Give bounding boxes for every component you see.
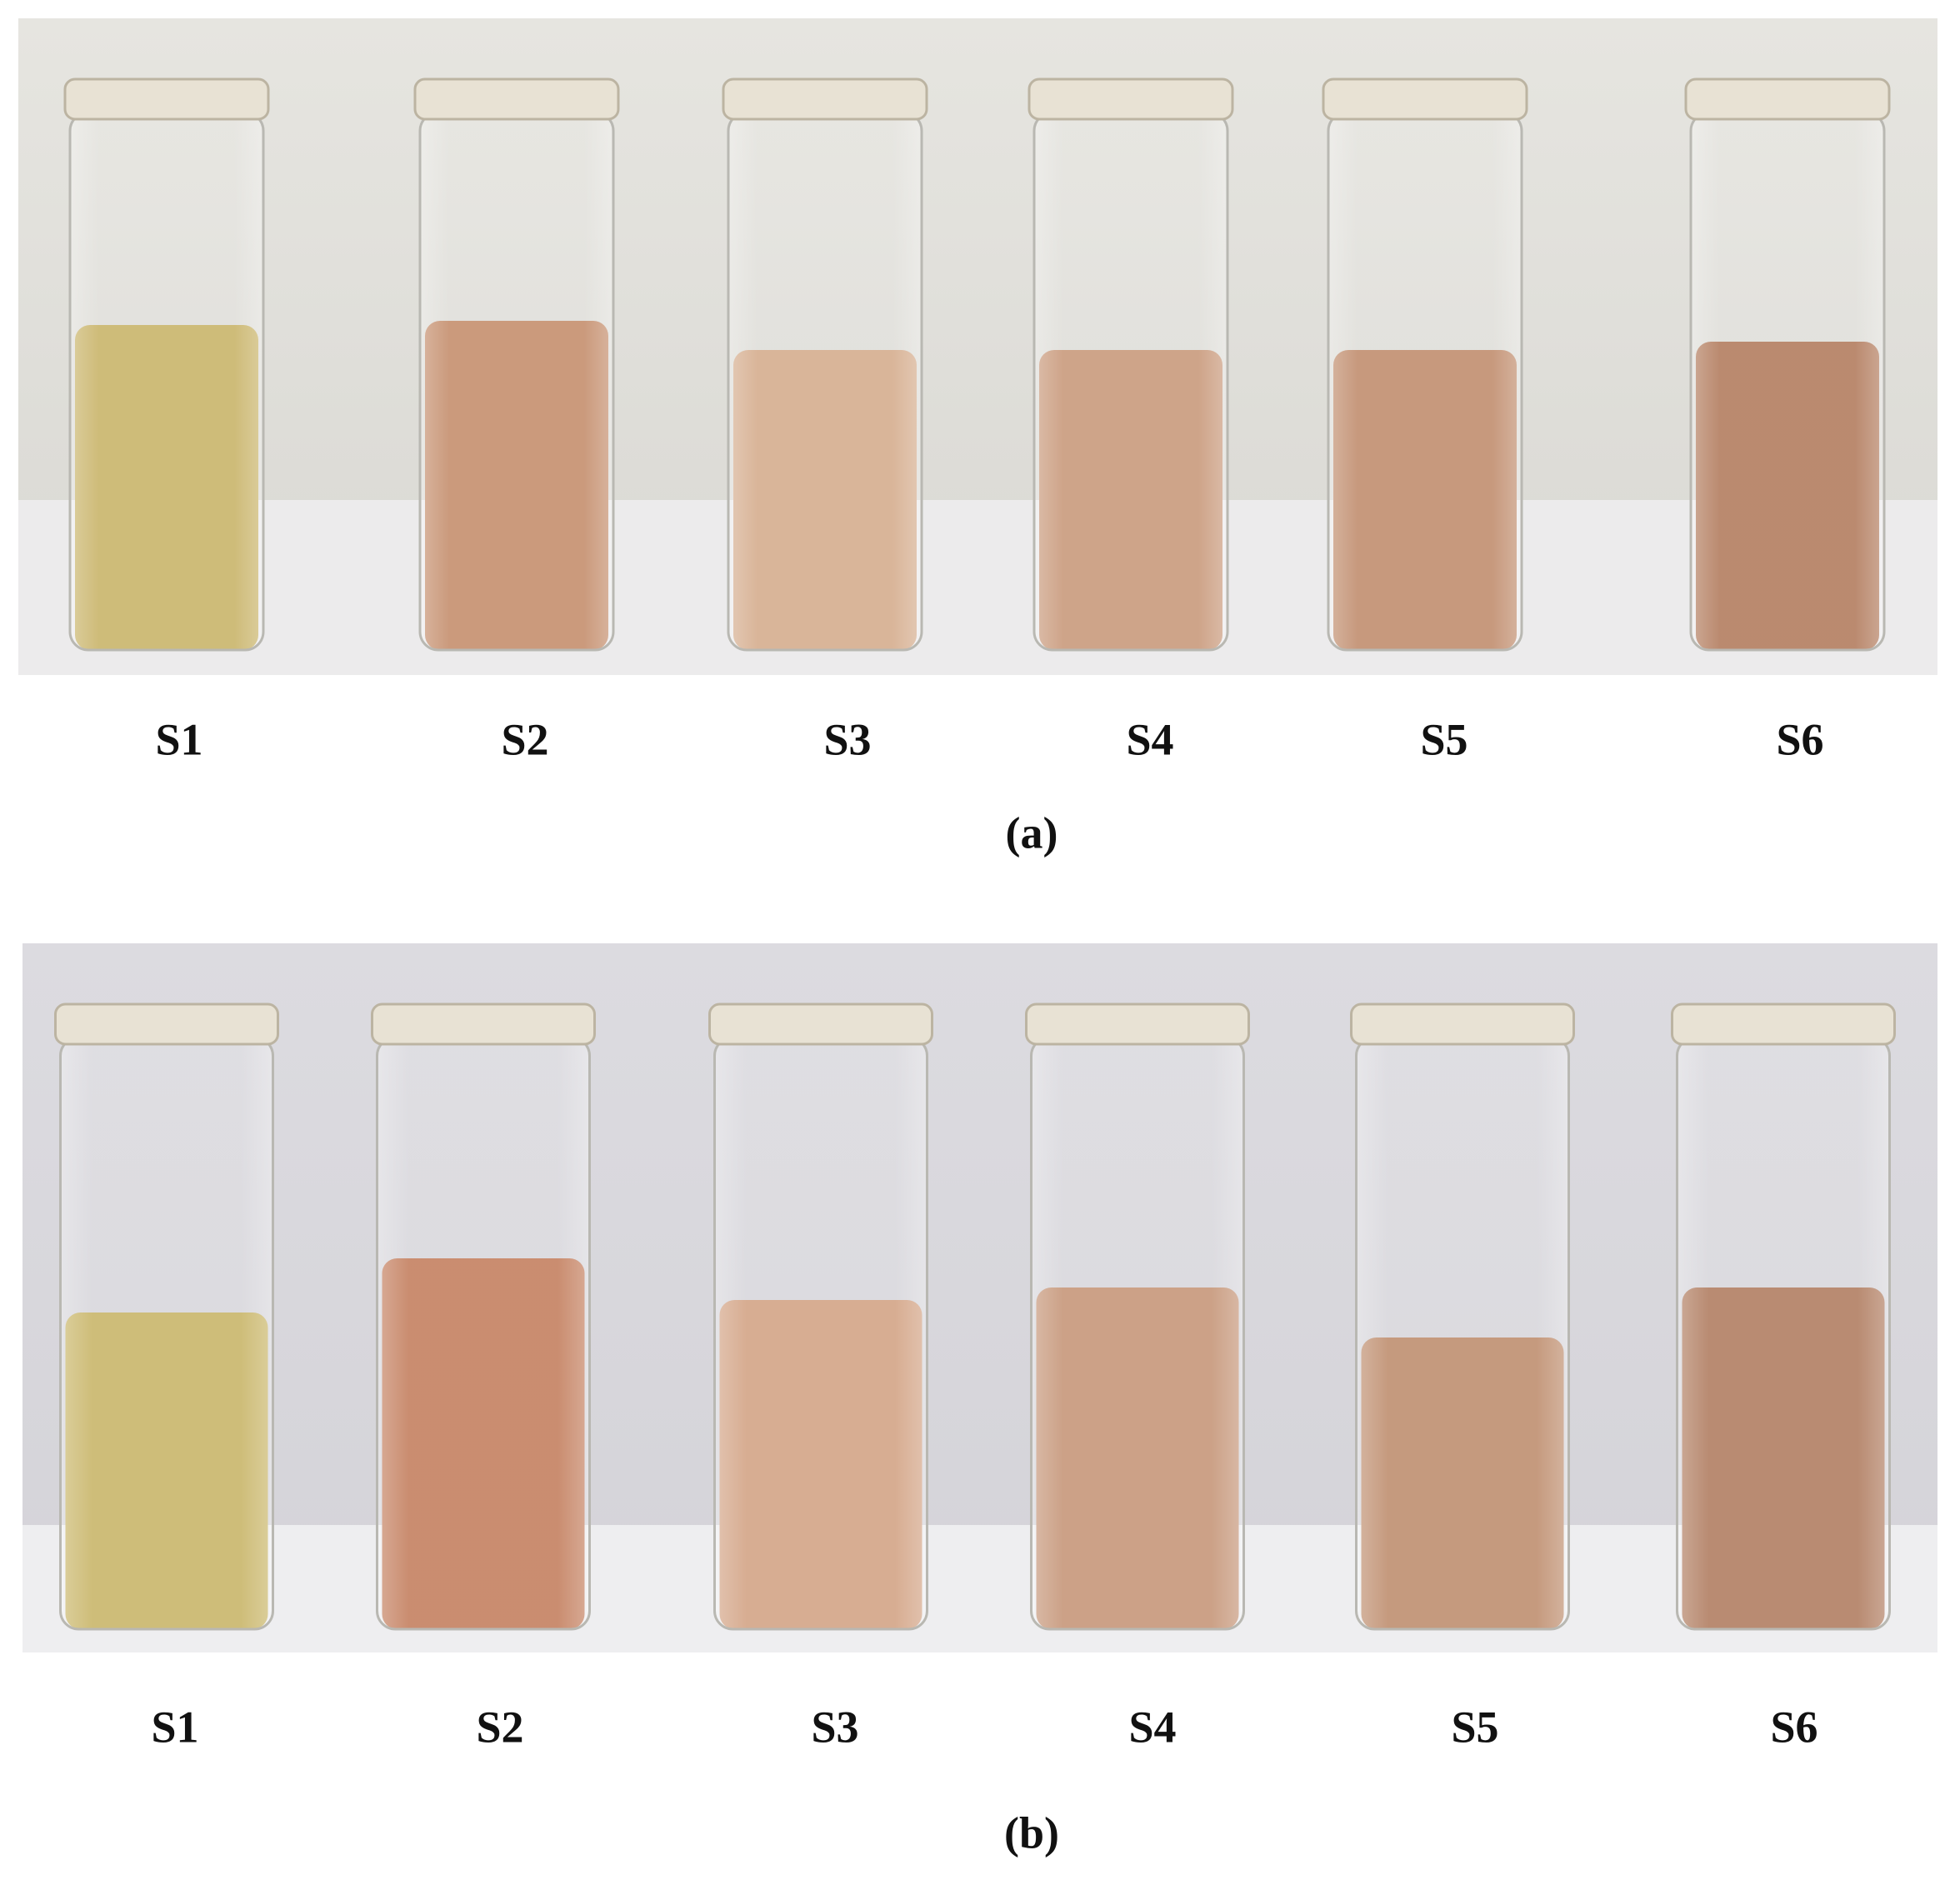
sample-label: S4 (1126, 714, 1173, 764)
sample-label: S4 (1128, 1702, 1176, 1752)
vial-glass (68, 111, 265, 652)
vials (63, 78, 1891, 652)
vial-cap (1684, 78, 1891, 121)
vial-cap (1350, 1002, 1575, 1046)
vial-cap (63, 78, 270, 121)
panel-caption: (a) (1006, 808, 1058, 858)
vial-glass (376, 1036, 591, 1631)
sample-label: S6 (1770, 1702, 1818, 1752)
vial-glass (1676, 1036, 1891, 1631)
sample-label: S6 (1776, 714, 1823, 764)
vial-cap (722, 78, 928, 121)
vial-glass (713, 1036, 928, 1631)
vial-cap (708, 1002, 933, 1046)
vial-glass (418, 111, 615, 652)
vial-glass (1032, 111, 1229, 652)
vial-glass (1689, 111, 1886, 652)
photo-a (18, 18, 1938, 675)
vial-cap (413, 78, 620, 121)
vial-cap (54, 1002, 279, 1046)
sample-label: S3 (823, 714, 871, 764)
sample-label: S2 (476, 1702, 523, 1752)
table-surface (18, 500, 1938, 675)
sample-label: S5 (1451, 1702, 1498, 1752)
vial-glass (59, 1036, 274, 1631)
vial-cap (371, 1002, 596, 1046)
vials (54, 1002, 1896, 1631)
table-surface (22, 1525, 1938, 1652)
vial-glass (1355, 1036, 1570, 1631)
vial-cap (1671, 1002, 1896, 1046)
panel-caption: (b) (1004, 1808, 1059, 1858)
sample-label: S3 (811, 1702, 858, 1752)
sample-label: S5 (1420, 714, 1468, 764)
vial-glass (1327, 111, 1523, 652)
sample-label: S1 (155, 714, 202, 764)
sample-label: S2 (501, 714, 548, 764)
vial-cap (1322, 78, 1528, 121)
sample-label: S1 (151, 1702, 198, 1752)
vial-cap (1025, 1002, 1250, 1046)
photo-b (22, 943, 1938, 1652)
vial-glass (727, 111, 923, 652)
labels: S1 S2 S3 S4 S5 S6 (a) S1 S2 S3 S4 S5 S6 (b) (151, 714, 1823, 1858)
vial-cap (1028, 78, 1234, 121)
vial-glass (1030, 1036, 1245, 1631)
